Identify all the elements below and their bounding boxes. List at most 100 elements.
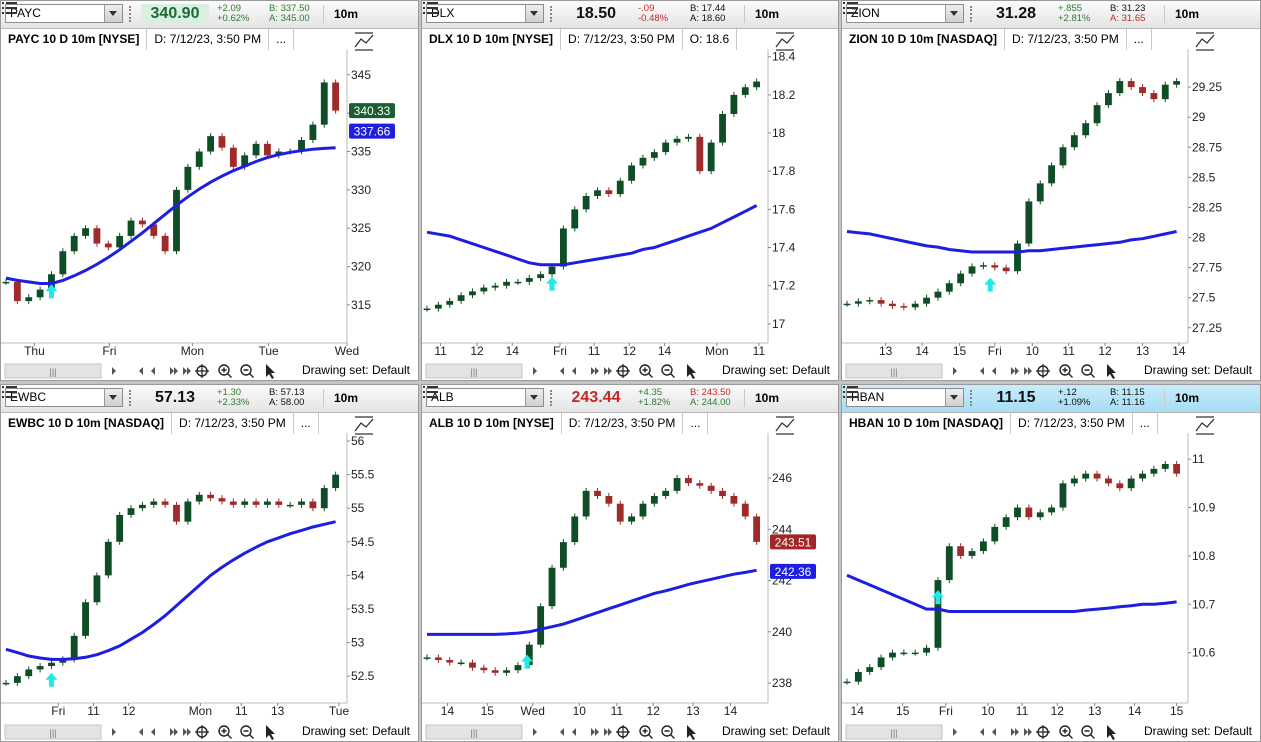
y-tick-label: 54 bbox=[351, 568, 365, 582]
signal-arrow bbox=[984, 277, 997, 292]
y-tick-label: 52.5 bbox=[351, 669, 375, 683]
symbol-input[interactable]: PAYC bbox=[5, 4, 123, 23]
candle bbox=[70, 235, 78, 252]
menu-button[interactable] bbox=[1, 385, 19, 399]
chart-panel: 238 240 242 244 246 14 15 Wed 10 11 12 13 14 243.51 24… bbox=[421, 384, 839, 742]
ask: A: 345.00 bbox=[269, 13, 310, 24]
symbol-dropdown[interactable] bbox=[525, 389, 543, 406]
symbol-input[interactable]: ALB bbox=[426, 388, 544, 407]
chart-title: EWBC 10 D 10m [NASDAQ] bbox=[1, 413, 173, 434]
menu-button[interactable] bbox=[1, 1, 19, 15]
candle bbox=[991, 526, 999, 542]
date-label: D: 7/12/23, 3:50 PM bbox=[562, 413, 684, 434]
x-tick-label: 13 bbox=[271, 704, 285, 718]
panel-header: DLX 18.50 -.09 -0.48% B: 17.44 A: 18.60 10m bbox=[422, 1, 838, 29]
interval[interactable]: 10m bbox=[1164, 5, 1206, 23]
scroll-arrow bbox=[170, 367, 178, 375]
candle bbox=[741, 503, 749, 517]
candle bbox=[1161, 84, 1169, 100]
candle bbox=[696, 136, 704, 172]
symbol-dropdown[interactable] bbox=[104, 5, 122, 22]
candle bbox=[1161, 464, 1169, 469]
bid: B: 11.15 bbox=[1110, 387, 1145, 398]
symbol-input[interactable]: EWBC bbox=[5, 388, 123, 407]
scroll-arrow bbox=[572, 367, 576, 375]
candle bbox=[286, 504, 294, 507]
candle bbox=[1048, 507, 1056, 513]
zoom-tool bbox=[642, 728, 653, 739]
scroll-arrow bbox=[1024, 728, 1032, 736]
signal-arrow bbox=[45, 672, 58, 687]
menu-button[interactable] bbox=[422, 385, 440, 399]
candle bbox=[2, 682, 10, 685]
drawing-tool-icon bbox=[354, 32, 374, 51]
zoom-tool bbox=[1084, 369, 1095, 378]
candle bbox=[184, 166, 192, 190]
candle bbox=[104, 541, 112, 576]
change-stack: +1.30 +2.33% bbox=[217, 388, 250, 408]
candle bbox=[480, 287, 488, 292]
y-tick-label: 335 bbox=[351, 145, 371, 159]
candle bbox=[25, 297, 33, 302]
symbol-dropdown[interactable] bbox=[104, 389, 122, 406]
candle bbox=[173, 504, 180, 522]
chart-title: HBAN 10 D 10m [NASDAQ] bbox=[842, 413, 1012, 434]
chart: 52.5 53 53.5 54 54.5 55 55.5 56 Fri 11 12 Mon 11 13 Tu… bbox=[1, 416, 375, 740]
candle bbox=[1036, 183, 1044, 202]
candle bbox=[161, 235, 169, 252]
candle bbox=[866, 300, 874, 302]
menu-button[interactable] bbox=[842, 1, 860, 15]
interval[interactable]: 10m bbox=[1164, 389, 1206, 407]
panel-header: ALB 243.44 +4.35 +1.82% B: 243.50 A: 244.00 10… bbox=[422, 385, 838, 413]
candle bbox=[650, 152, 658, 158]
scroll-arrow bbox=[980, 367, 984, 375]
drag-grip bbox=[129, 6, 137, 22]
interval[interactable]: 10m bbox=[744, 5, 786, 23]
symbol-dropdown[interactable] bbox=[945, 389, 963, 406]
date-label: D: 7/12/23, 3:50 PM bbox=[1011, 413, 1133, 434]
candle bbox=[1070, 478, 1078, 484]
candle bbox=[900, 306, 908, 308]
interval[interactable]: 10m bbox=[323, 5, 365, 23]
drawing-tool-icon bbox=[1195, 416, 1215, 435]
candle bbox=[696, 483, 704, 486]
candle bbox=[968, 551, 976, 556]
menu-button[interactable] bbox=[842, 385, 860, 399]
interval[interactable]: 10m bbox=[744, 389, 786, 407]
candle bbox=[48, 662, 55, 667]
symbol-dropdown[interactable] bbox=[525, 5, 543, 22]
symbol-input[interactable]: DLX bbox=[426, 4, 544, 23]
candle bbox=[877, 300, 885, 304]
pointer-tool bbox=[687, 364, 696, 379]
menu-button[interactable] bbox=[422, 1, 440, 15]
y-tick-label: 53 bbox=[351, 636, 365, 650]
scroll-arrow bbox=[139, 728, 143, 736]
symbol-dropdown[interactable] bbox=[945, 5, 963, 22]
moving-average bbox=[426, 204, 758, 267]
y-tick-label: 56 bbox=[351, 434, 365, 448]
candle bbox=[116, 235, 124, 248]
candle bbox=[945, 283, 953, 292]
footer-label: Drawing set: Default bbox=[721, 363, 830, 377]
chart: 10.6 10.7 10.8 10.9 11 14 15 Fri 10 11 12 13 14 15 ||| bbox=[842, 416, 1216, 740]
candle bbox=[36, 666, 44, 670]
symbol-input[interactable]: HBAN bbox=[846, 388, 964, 407]
candle bbox=[423, 308, 431, 311]
zoom-tool bbox=[1081, 364, 1093, 376]
scroll-arrow bbox=[151, 367, 155, 375]
candle bbox=[525, 278, 533, 282]
x-tick-label: 10 bbox=[573, 704, 587, 718]
scroll-arrow bbox=[992, 728, 996, 736]
x-tick-label: 14 bbox=[441, 704, 455, 718]
x-tick-label: 14 bbox=[915, 344, 929, 358]
price-label-text: 243.51 bbox=[775, 535, 812, 549]
candle bbox=[1059, 483, 1067, 508]
x-tick-label: 11 bbox=[235, 704, 248, 718]
symbol-input[interactable]: ZION bbox=[846, 4, 964, 23]
scroll-arrow bbox=[591, 728, 599, 736]
candle bbox=[662, 142, 670, 153]
pointer-tool bbox=[687, 725, 696, 740]
interval[interactable]: 10m bbox=[323, 389, 365, 407]
extra-label: O: 18.6 bbox=[683, 29, 738, 50]
scroll-grip: ||| bbox=[890, 367, 897, 377]
